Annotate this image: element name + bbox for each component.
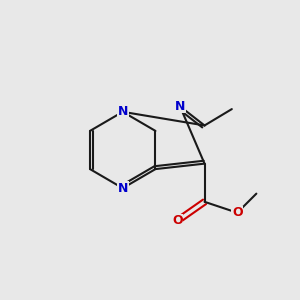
Text: N: N <box>118 105 128 118</box>
Text: N: N <box>118 182 128 195</box>
Text: N: N <box>175 100 185 113</box>
Text: O: O <box>232 206 243 219</box>
Text: O: O <box>172 214 183 227</box>
